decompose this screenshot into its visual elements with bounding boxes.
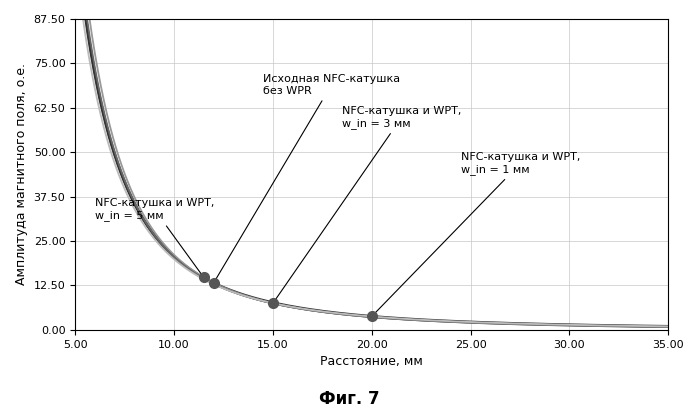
Text: Исходная NFC-катушка
без WPR: Исходная NFC-катушка без WPR (215, 74, 400, 281)
Text: Фиг. 7: Фиг. 7 (319, 390, 380, 408)
Y-axis label: Амплитуда магнитного поля, о.е.: Амплитуда магнитного поля, о.е. (15, 63, 28, 286)
Text: NFC-катушка и WPТ,
w_in = 1 мм: NFC-катушка и WPТ, w_in = 1 мм (373, 152, 580, 314)
X-axis label: Расстояние, мм: Расстояние, мм (320, 355, 423, 368)
Text: NFC-катушка и WPТ,
w_in = 3 мм: NFC-катушка и WPТ, w_in = 3 мм (275, 106, 461, 301)
Text: NFC-катушка и WPТ,
w_in = 5 мм: NFC-катушка и WPТ, w_in = 5 мм (95, 199, 215, 275)
